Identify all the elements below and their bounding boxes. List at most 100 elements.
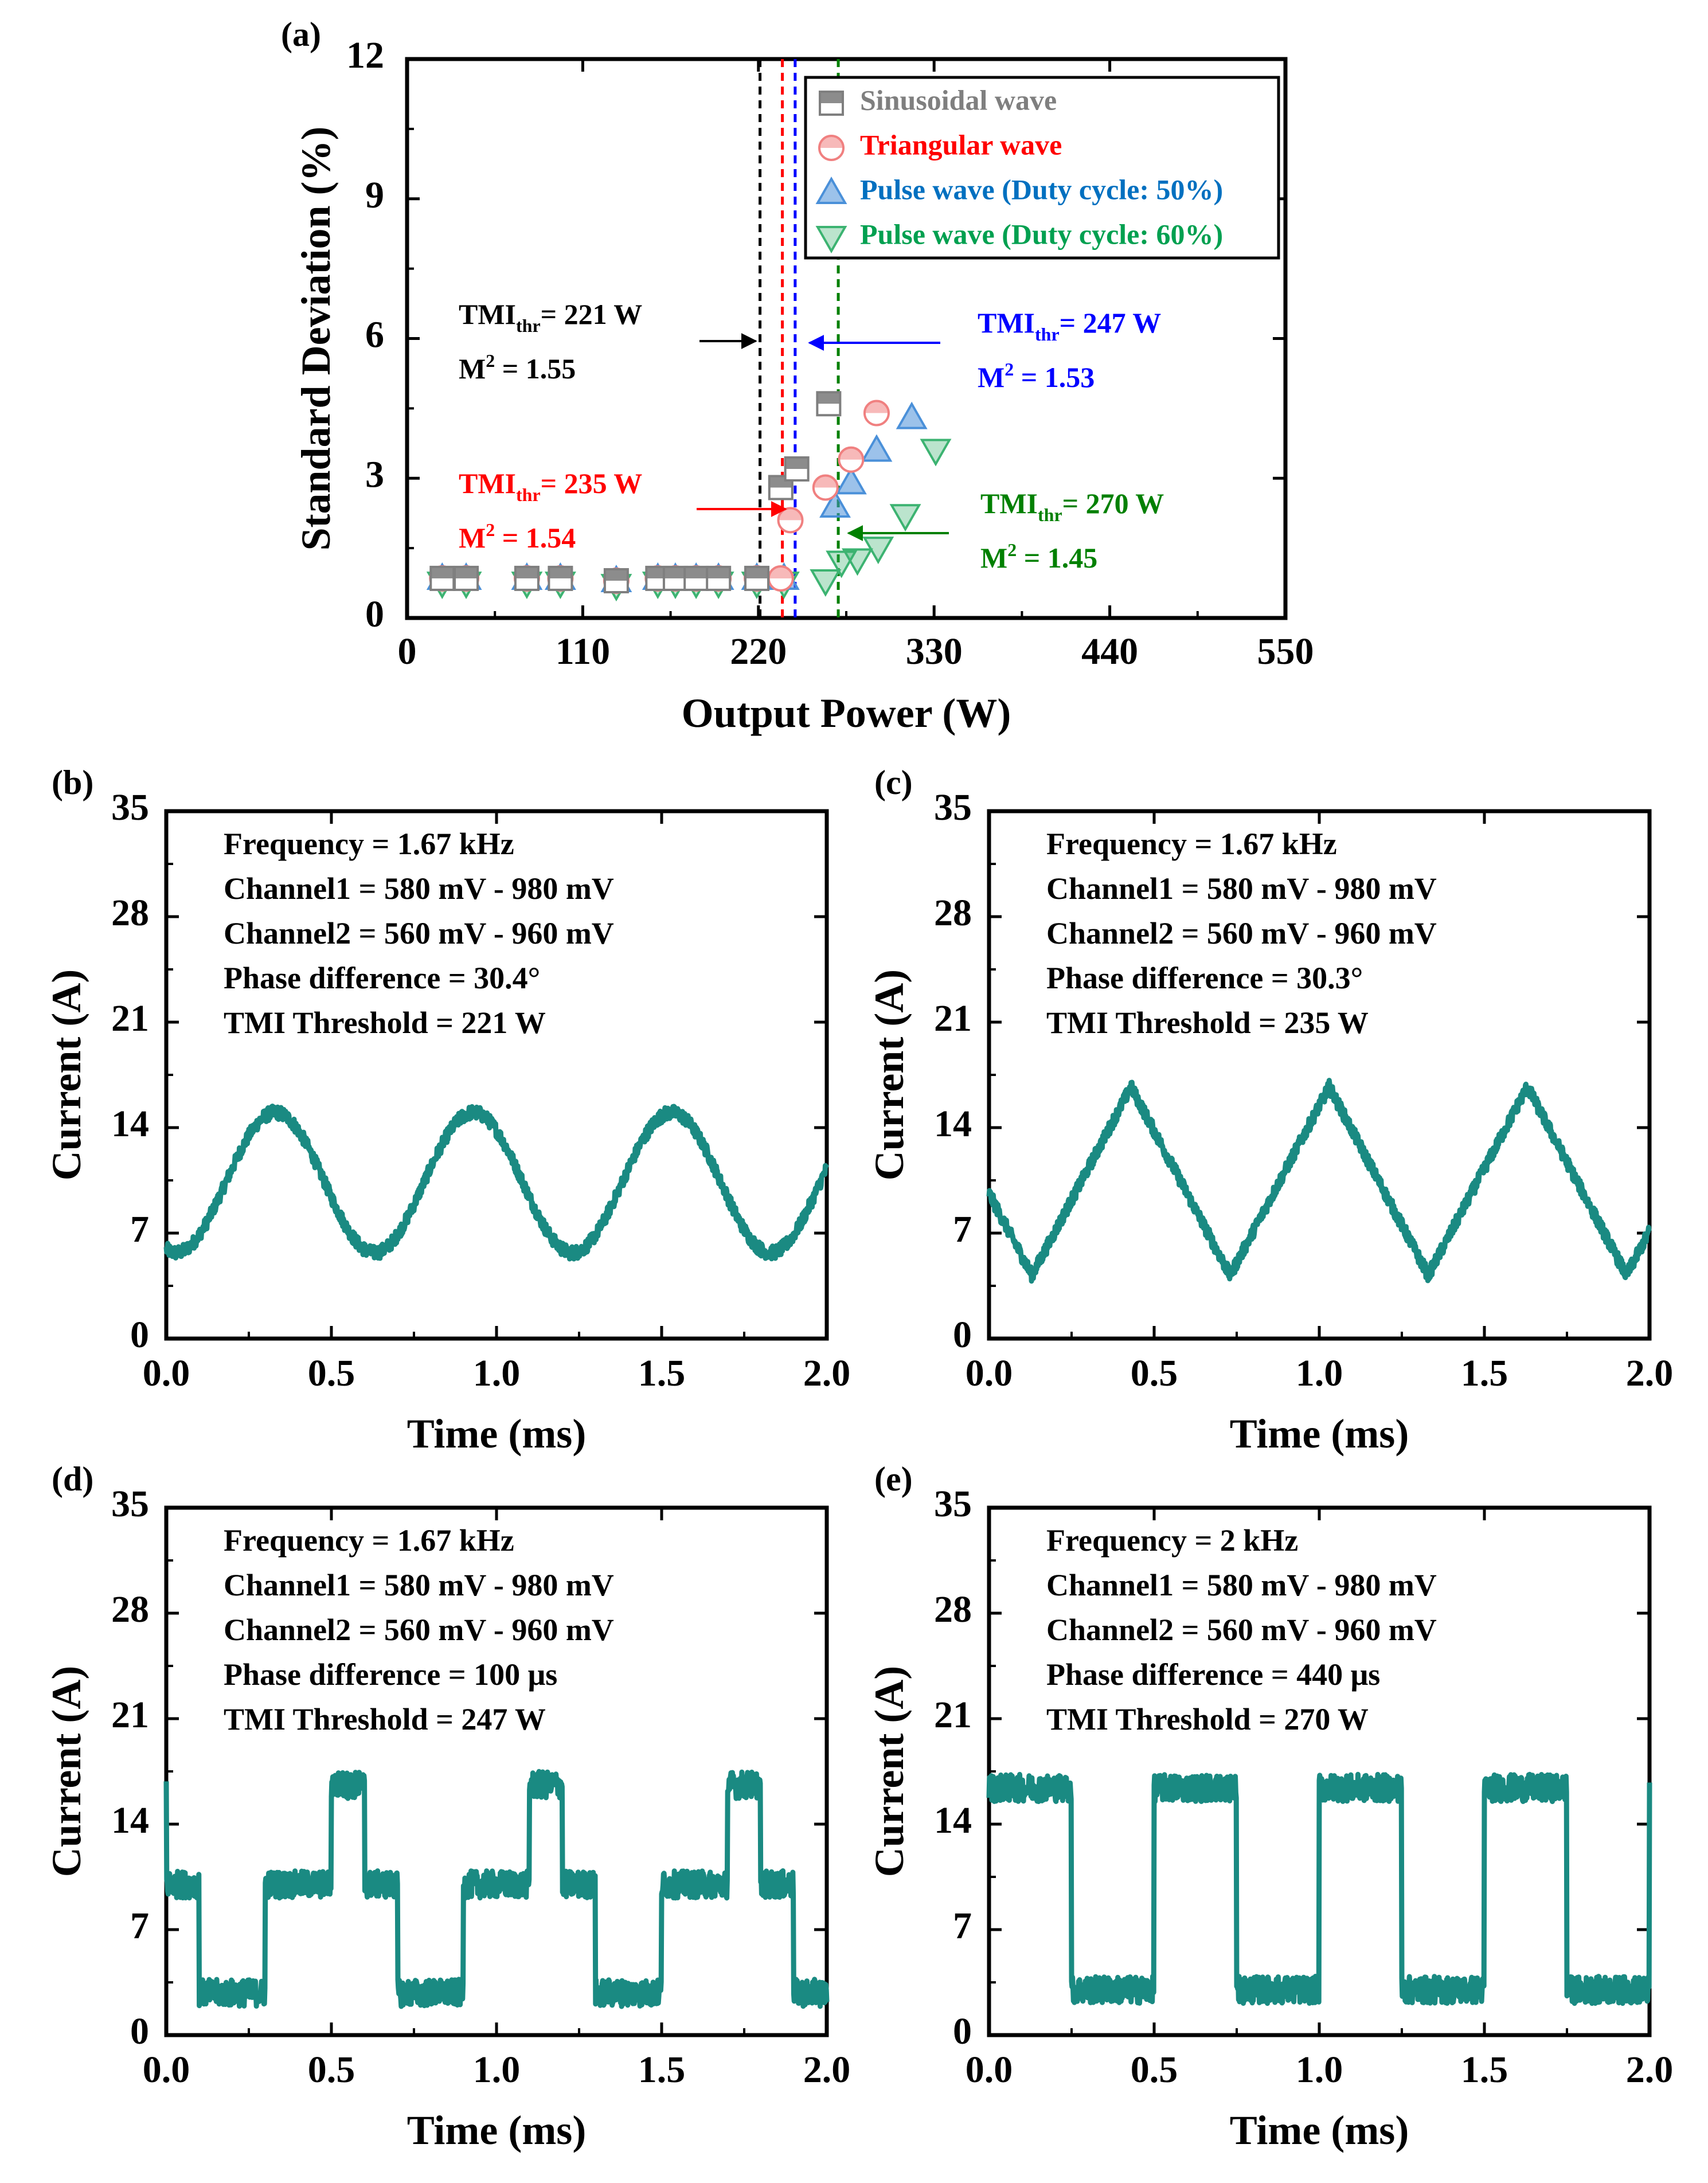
- annotation-m2-value: = 1.55: [495, 353, 576, 385]
- panel-b-info-line: Channel2 = 560 mV - 960 mV: [224, 916, 614, 950]
- panel-b-info-line: Frequency = 1.67 kHz: [224, 827, 514, 861]
- annotation-tmi-value: = 247 W: [1060, 307, 1162, 339]
- legend-marker-triangle-up: [815, 176, 847, 204]
- panel-d: (d) 0.0 0.5 1.0 1.5 2.0 0 7 14 21 28 35 Time (ms) Cur…: [44, 1460, 850, 2153]
- annotation-tmi-sub: thr: [1038, 504, 1062, 525]
- a-x-tick-label: 550: [1257, 631, 1314, 672]
- annotation-m2: M2 = 1.45: [980, 539, 1097, 574]
- legend: Sinusoidal wave Triangular wave Pulse wave…: [804, 76, 1280, 260]
- annotation-tmi: TMIthr= 235 W: [459, 467, 642, 505]
- data-point-triangle-up: [835, 467, 867, 495]
- panel-c-info-line: Phase difference = 30.3°: [1046, 961, 1363, 995]
- panel-e-info-line: Channel1 = 580 mV - 980 mV: [1046, 1568, 1437, 1602]
- panel-d-x-tick-label: 1.5: [638, 2049, 686, 2091]
- annotation-m2-sup: 2: [486, 519, 495, 540]
- annotation-tmi-prefix: TMI: [459, 298, 516, 330]
- data-point-triangle-down: [920, 439, 952, 467]
- panel-c-label: (c): [874, 764, 913, 801]
- panel-e-info-line: Frequency = 2 kHz: [1046, 1523, 1298, 1558]
- panel-d-y-tick-label: 7: [130, 1905, 149, 1947]
- panel-b-y-axis-label: Current (A): [44, 969, 89, 1181]
- panel-b-x-tick-label: 2.0: [803, 1352, 851, 1394]
- annotation-tmi: TMIthr= 247 W: [978, 307, 1161, 345]
- legend-marker-triangle-down: [815, 226, 847, 254]
- panel-e-x-axis-label: Time (ms): [1230, 2107, 1409, 2153]
- panel-b-y-tick-label: 28: [111, 892, 149, 934]
- a-y-tick-label: 9: [365, 174, 384, 216]
- data-point-triangle-down: [842, 548, 873, 576]
- panel-d-info-line: TMI Threshold = 247 W: [224, 1702, 546, 1736]
- panel-b-x-tick-label: 1.0: [473, 1352, 521, 1394]
- data-point-triangle-up: [896, 401, 928, 429]
- a-x-tick-label: 440: [1081, 631, 1138, 672]
- data-point-square-fill: [455, 566, 478, 578]
- panel-e-x-tick-label: 0.0: [966, 2049, 1013, 2091]
- panel-d-x-tick-label: 2.0: [803, 2049, 851, 2091]
- panel-d-info-line: Frequency = 1.67 kHz: [224, 1523, 514, 1558]
- a-y-tick-label: 12: [346, 34, 384, 76]
- panel-c-y-tick-label: 0: [953, 1314, 972, 1356]
- panel-b-y-tick-label: 7: [130, 1208, 149, 1250]
- annotation-tmi-sub: thr: [1035, 324, 1060, 345]
- panel-c-x-tick-label: 0.0: [966, 1352, 1013, 1394]
- legend-frame: [804, 76, 1280, 260]
- panel-d-y-tick-label: 14: [111, 1799, 149, 1841]
- annotation-tmi-value: = 235 W: [541, 467, 643, 499]
- panel-b-x-tick-label: 1.5: [638, 1352, 686, 1394]
- panel-e-info-line: TMI Threshold = 270 W: [1046, 1702, 1369, 1736]
- annotation-tmi-sub: thr: [516, 315, 541, 336]
- panel-c-y-tick-label: 14: [934, 1103, 972, 1145]
- annotation-tmi-prefix: TMI: [978, 307, 1035, 339]
- annotation-tmi-value: = 221 W: [541, 298, 643, 330]
- panel-d-x-axis-label: Time (ms): [407, 2107, 587, 2153]
- panel-e-y-tick-label: 0: [953, 2010, 972, 2052]
- data-point-square-fill: [745, 566, 769, 578]
- panel-c-y-tick-label: 7: [953, 1208, 972, 1250]
- panel-d-x-tick-label: 1.0: [473, 2049, 521, 2091]
- panel-d-info-line: Channel2 = 560 mV - 960 mV: [224, 1613, 614, 1647]
- annotation-m2-prefix: M: [459, 522, 486, 554]
- panel-b-y-tick-label: 14: [111, 1103, 149, 1145]
- panel-e-y-tick-label: 35: [934, 1483, 972, 1525]
- annotation-tmi: TMIthr= 221 W: [459, 298, 642, 336]
- panel-e-y-tick-label: 21: [934, 1694, 972, 1736]
- panel-d-info-line: Channel1 = 580 mV - 980 mV: [224, 1568, 614, 1602]
- panel-c-x-tick-label: 1.5: [1461, 1352, 1508, 1394]
- annotation-m2-value: = 1.53: [1014, 361, 1095, 393]
- annotation-tmi-prefix: TMI: [459, 467, 516, 499]
- a-y-tick-label: 6: [365, 314, 384, 356]
- panel-e-info-line: Channel2 = 560 mV - 960 mV: [1046, 1613, 1437, 1647]
- a-x-tick-label: 330: [906, 631, 963, 672]
- panel-c-y-tick-label: 21: [934, 997, 972, 1039]
- panel-c-info-line: Channel2 = 560 mV - 960 mV: [1046, 916, 1437, 950]
- panel-e-info-line: Phase difference = 440 μs: [1046, 1657, 1380, 1692]
- annotation-m2-prefix: M: [978, 361, 1005, 393]
- data-point-square-fill: [431, 566, 454, 578]
- panel-d-y-tick-label: 21: [111, 1694, 149, 1736]
- data-point-circle-fill: [839, 448, 863, 460]
- annotation-m2-sup: 2: [486, 350, 495, 371]
- legend-entry: Pulse wave (Duty cycle: 50%): [860, 173, 1223, 205]
- panel-c-info-line: Frequency = 1.67 kHz: [1046, 827, 1337, 861]
- data-point-square-fill: [785, 457, 808, 469]
- panel-a: (a) 0 110 220 330 440 550 0 3 6 9 12 Output Power (W…: [281, 15, 1314, 736]
- a-y-axis-label: Standard Deviation (%): [293, 126, 339, 550]
- panel-c-info-line: TMI Threshold = 235 W: [1046, 1006, 1369, 1040]
- legend-entry: Triangular wave: [860, 128, 1062, 161]
- panel-a-label: (a): [281, 15, 321, 53]
- data-point-triangle-down: [889, 504, 921, 532]
- legend-entry: Pulse wave (Duty cycle: 60%): [860, 218, 1223, 250]
- data-point-square-fill: [663, 566, 687, 578]
- panel-e: (e) 0.0 0.5 1.0 1.5 2.0 0 7 14 21 28 35 Time (ms) Cur…: [866, 1460, 1673, 2153]
- panel-b-info-line: Channel1 = 580 mV - 980 mV: [224, 871, 614, 906]
- data-point-circle-fill: [865, 401, 888, 413]
- panel-c-y-tick-label: 28: [934, 892, 972, 934]
- annotation-m2-value: = 1.45: [1017, 542, 1097, 574]
- a-x-axis-label: Output Power (W): [682, 690, 1011, 736]
- panel-b-y-tick-label: 0: [130, 1314, 149, 1356]
- panel-d-y-tick-label: 35: [111, 1483, 149, 1525]
- data-point-square-fill: [604, 569, 628, 581]
- panel-b-info-line: TMI Threshold = 221 W: [224, 1006, 546, 1040]
- data-point-triangle-up: [819, 490, 851, 518]
